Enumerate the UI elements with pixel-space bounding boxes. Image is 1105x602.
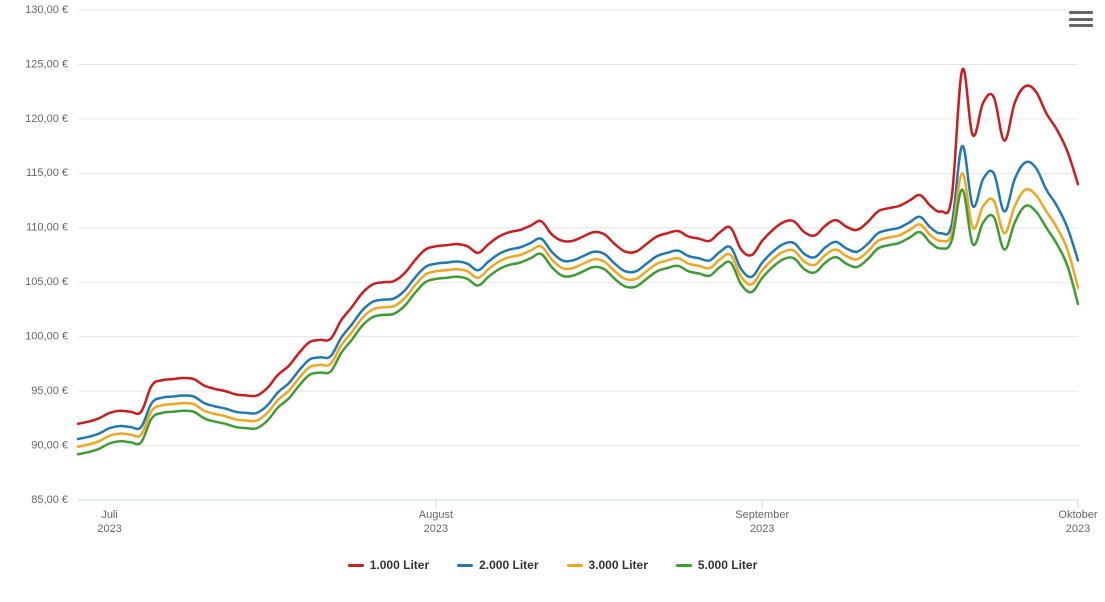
price-chart: 85,00 € 90,00 € 95,00 € 100,00 € 105,00 € 110… — [0, 0, 1105, 602]
legend-label: 5.000 Liter — [698, 558, 757, 572]
legend-label: 3.000 Liter — [589, 558, 648, 572]
x-axis-tick-label-month: Juli — [101, 509, 118, 521]
legend-swatch — [348, 564, 364, 567]
legend-item-2[interactable]: 3.000 Liter — [567, 558, 648, 572]
y-axis-tick-label: 90,00 € — [31, 439, 68, 451]
chart-legend: 1.000 Liter 2.000 Liter 3.000 Liter 5.000 L… — [0, 556, 1105, 573]
chart-menu-icon[interactable] — [1069, 8, 1093, 30]
x-axis-tick-label-year: 2023 — [424, 523, 448, 535]
y-axis-tick-label: 105,00 € — [25, 276, 68, 288]
y-axis-tick-label: 85,00 € — [31, 494, 68, 506]
series-line-3[interactable] — [78, 190, 1078, 455]
series-line-0[interactable] — [78, 69, 1078, 424]
x-axis-tick-label-month: September — [735, 509, 789, 521]
y-axis-tick-label: 130,00 € — [25, 4, 68, 16]
y-axis-tick-label: 125,00 € — [25, 58, 68, 70]
x-axis-tick-label-year: 2023 — [97, 523, 121, 535]
x-axis-tick-label-month: August — [419, 509, 453, 521]
y-axis-tick-label: 100,00 € — [25, 331, 68, 343]
legend-swatch — [457, 564, 473, 567]
legend-label: 2.000 Liter — [479, 558, 538, 572]
legend-label: 1.000 Liter — [370, 558, 429, 572]
chart-canvas: 85,00 € 90,00 € 95,00 € 100,00 € 105,00 € 110… — [0, 0, 1105, 602]
x-axis-tick-label-month: Oktober — [1058, 509, 1097, 521]
legend-item-1[interactable]: 2.000 Liter — [457, 558, 538, 572]
legend-swatch — [567, 564, 583, 567]
y-axis-tick-label: 115,00 € — [26, 167, 68, 179]
legend-item-0[interactable]: 1.000 Liter — [348, 558, 429, 572]
series-line-2[interactable] — [78, 173, 1078, 446]
series-line-1[interactable] — [78, 146, 1078, 439]
legend-item-3[interactable]: 5.000 Liter — [676, 558, 757, 572]
y-axis-tick-label: 110,00 € — [26, 222, 68, 234]
x-axis-tick-label-year: 2023 — [1066, 523, 1090, 535]
x-axis-tick-label-year: 2023 — [750, 523, 774, 535]
legend-swatch — [676, 564, 692, 567]
y-axis-tick-label: 120,00 € — [25, 113, 68, 125]
y-axis-tick-label: 95,00 € — [31, 385, 68, 397]
